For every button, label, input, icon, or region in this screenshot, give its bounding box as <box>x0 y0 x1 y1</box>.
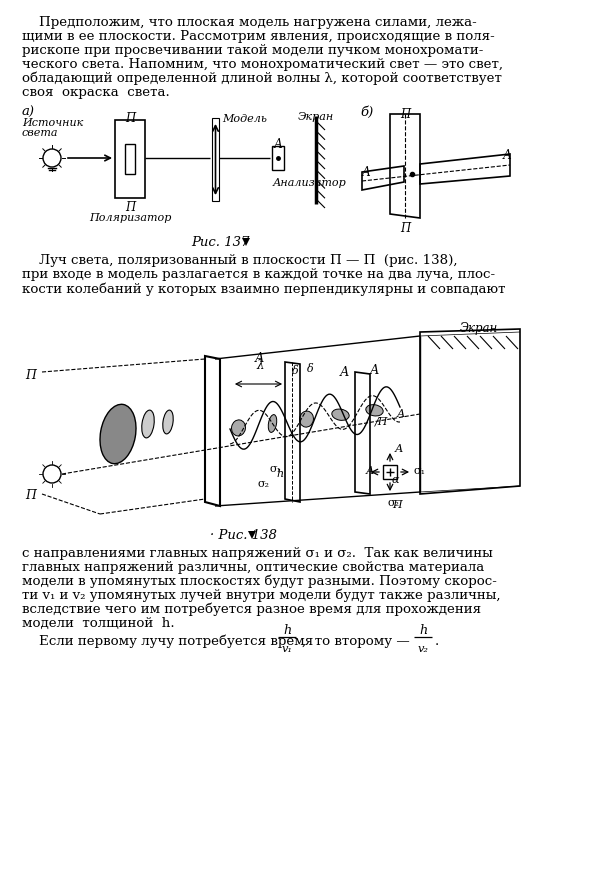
Text: σ₁: σ₁ <box>413 466 425 476</box>
Text: σ₂: σ₂ <box>258 479 270 489</box>
Text: кости колебаний у которых взаимно перпендикулярны и совпадают: кости колебаний у которых взаимно перпен… <box>22 282 506 296</box>
Bar <box>212 118 219 201</box>
Text: обладающий определенной длиной волны λ, которой соответствует: обладающий определенной длиной волны λ, … <box>22 72 502 85</box>
Text: рископе при просвечивании такой модели пучком монохромати-: рископе при просвечивании такой модели п… <box>22 44 483 57</box>
Ellipse shape <box>268 415 277 432</box>
Text: с направлениями главных напряжений σ₁ и σ₂.  Так как величины: с направлениями главных напряжений σ₁ и … <box>22 547 493 560</box>
Text: Источник: Источник <box>22 118 83 128</box>
Ellipse shape <box>300 411 313 427</box>
Text: v₁: v₁ <box>281 644 293 654</box>
Text: · Рис. 138: · Рис. 138 <box>210 529 277 542</box>
Text: П: П <box>125 112 135 125</box>
Text: при входе в модель разлагается в каждой точке на два луча, плос-: при входе в модель разлагается в каждой … <box>22 268 495 281</box>
Text: Если первому лучу потребуется время: Если первому лучу потребуется время <box>22 635 317 648</box>
Text: П: П <box>400 222 410 235</box>
Text: А: А <box>274 138 283 151</box>
Text: А: А <box>503 149 512 162</box>
Text: А: А <box>395 444 404 454</box>
Bar <box>115 120 145 198</box>
Text: v₂: v₂ <box>418 644 428 654</box>
Text: П: П <box>25 369 36 382</box>
Text: Экран: Экран <box>460 322 498 335</box>
Text: h: h <box>419 624 427 638</box>
Ellipse shape <box>163 410 173 434</box>
Text: Поляризатор: Поляризатор <box>89 213 171 223</box>
Bar <box>272 146 284 170</box>
Text: своя  окраска  света.: своя окраска света. <box>22 86 170 99</box>
Ellipse shape <box>332 409 349 420</box>
Text: Рис. 137: Рис. 137 <box>191 236 249 249</box>
Polygon shape <box>242 238 250 246</box>
Text: Луч света, поляризованный в плоскости П — П  (рис. 138),: Луч света, поляризованный в плоскости П … <box>22 254 458 267</box>
Text: σ₂: σ₂ <box>388 498 400 508</box>
Text: вследствие чего им потребуется разное время для прохождения: вследствие чего им потребуется разное вр… <box>22 603 481 616</box>
Text: А: А <box>255 352 264 365</box>
Text: П: П <box>25 489 36 502</box>
Text: А: А <box>397 409 405 419</box>
Polygon shape <box>248 531 256 539</box>
Ellipse shape <box>142 410 154 438</box>
Text: Предположим, что плоская модель нагружена силами, лежа-: Предположим, что плоская модель нагружен… <box>22 16 477 29</box>
Text: А: А <box>370 364 379 377</box>
Ellipse shape <box>231 420 245 436</box>
Text: ,  то второму —: , то второму — <box>302 635 409 648</box>
Text: Экран: Экран <box>298 112 335 122</box>
Text: Анализатор: Анализатор <box>273 178 347 188</box>
Text: б): б) <box>360 106 373 119</box>
Text: /П: /П <box>375 416 388 426</box>
Text: α: α <box>392 475 399 485</box>
Text: δ: δ <box>292 366 299 376</box>
Text: света: света <box>22 128 58 138</box>
Text: λ: λ <box>256 359 264 372</box>
Text: ческого света. Напомним, что монохроматический свет — это свет,: ческого света. Напомним, что монохромати… <box>22 58 503 71</box>
Text: ти v₁ и v₂ упомянутых лучей внутри модели будут также различны,: ти v₁ и v₂ упомянутых лучей внутри модел… <box>22 589 501 602</box>
Text: А: А <box>362 166 371 179</box>
Text: .: . <box>435 635 439 648</box>
Text: σ₁: σ₁ <box>270 464 282 474</box>
Text: а): а) <box>22 106 35 119</box>
Ellipse shape <box>366 405 383 416</box>
Ellipse shape <box>100 404 136 464</box>
Bar <box>383 465 397 479</box>
Bar <box>125 144 135 174</box>
Text: А: А <box>366 466 375 476</box>
Text: П: П <box>400 108 410 121</box>
Text: h: h <box>283 624 291 638</box>
Text: δ: δ <box>307 364 314 374</box>
Text: А: А <box>340 366 349 379</box>
Text: Модель: Модель <box>222 114 267 124</box>
Text: модели в упомянутых плоскостях будут разными. Поэтому скорос-: модели в упомянутых плоскостях будут раз… <box>22 575 497 589</box>
Text: h: h <box>276 469 283 479</box>
Text: главных напряжений различны, оптические свойства материала: главных напряжений различны, оптические … <box>22 561 484 574</box>
Text: щими в ее плоскости. Рассмотрим явления, происходящие в поля-: щими в ее плоскости. Рассмотрим явления,… <box>22 30 495 43</box>
Text: П: П <box>392 500 402 510</box>
Text: П: П <box>125 201 135 214</box>
Text: модели  толщиной  h.: модели толщиной h. <box>22 617 175 630</box>
